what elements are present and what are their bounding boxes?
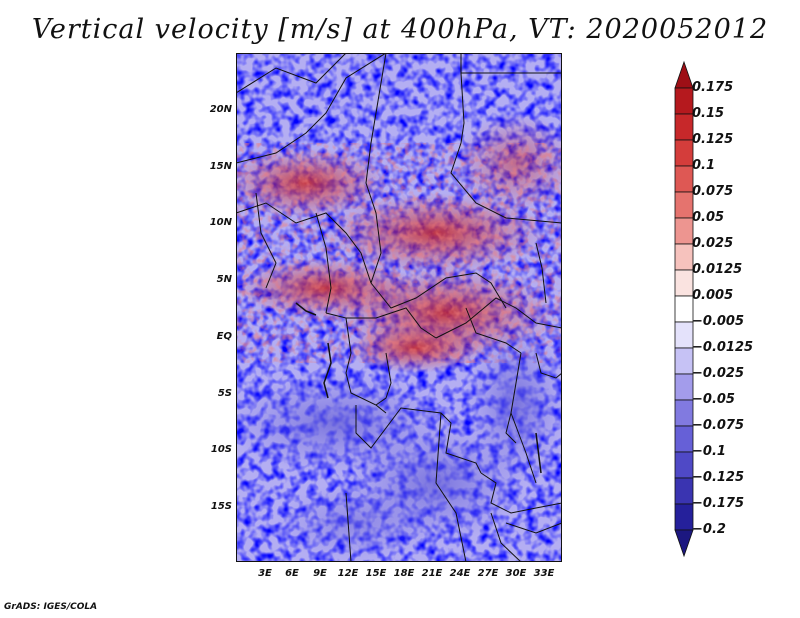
- lat-tick-label: 5S: [217, 388, 232, 399]
- colorbar-segment: [674, 87, 694, 115]
- colorbar-label: 0.125: [692, 132, 734, 147]
- colorbar-segment: [674, 113, 694, 141]
- colorbar-segment: [674, 139, 694, 167]
- colorbar-label: −0.075: [692, 418, 745, 433]
- lat-tick-label: 10S: [210, 444, 232, 455]
- colorbar-segment: [674, 295, 694, 323]
- colorbar-label: −0.2: [692, 522, 726, 537]
- colorbar-label: 0.005: [692, 288, 734, 303]
- colorbar-segment: [674, 347, 694, 375]
- colorbar-segment: [674, 243, 694, 271]
- country-borders: [236, 53, 562, 562]
- lat-tick-label: 15S: [210, 501, 232, 512]
- colorbar-segment: [674, 529, 694, 558]
- colorbar-segment: [674, 399, 694, 427]
- colorbar-label: 0.1: [692, 158, 716, 173]
- lon-tick-label: 30E: [505, 568, 527, 579]
- lon-tick-label: 24E: [449, 568, 471, 579]
- colorbar-segment: [674, 503, 694, 531]
- lon-tick-label: 3E: [258, 568, 272, 579]
- colorbar-segment: [674, 191, 694, 219]
- lon-tick-label: 21E: [421, 568, 443, 579]
- colorbar-segment: [674, 165, 694, 193]
- colorbar-label: 0.025: [692, 236, 734, 251]
- colorbar-segment: [674, 451, 694, 479]
- map-title: Vertical velocity [m/s] at 400hPa, VT: 2…: [31, 14, 769, 45]
- colorbar-label: 0.05: [692, 210, 725, 225]
- colorbar-segment: [674, 477, 694, 505]
- colorbar-label: 0.075: [692, 184, 734, 199]
- colorbar-segment: [674, 425, 694, 453]
- lat-tick-label: EQ: [216, 331, 232, 342]
- colorbar-label: 0.15: [692, 106, 725, 121]
- lon-tick-label: 12E: [337, 568, 359, 579]
- lon-tick-label: 18E: [393, 568, 415, 579]
- lon-tick-label: 15E: [365, 568, 387, 579]
- colorbar-segments: [674, 60, 694, 558]
- colorbar-label: −0.125: [692, 470, 745, 485]
- colorbar-segment: [674, 373, 694, 401]
- field-layer: [236, 53, 562, 562]
- grads-credit: GrADS: IGES/COLA: [4, 602, 98, 612]
- colorbar-segment: [674, 217, 694, 245]
- lon-tick-label: 9E: [313, 568, 327, 579]
- lat-tick-label: 10N: [209, 217, 232, 228]
- lat-tick-label: 5N: [216, 274, 232, 285]
- colorbar-label: −0.05: [692, 392, 735, 407]
- colorbar-label: −0.005: [692, 314, 745, 329]
- colorbar-label: −0.1: [692, 444, 726, 459]
- colorbar: [674, 60, 694, 558]
- lat-tick-label: 15N: [209, 161, 232, 172]
- colorbar-label: 0.175: [692, 80, 734, 95]
- lon-tick-label: 27E: [477, 568, 499, 579]
- colorbar-segment: [674, 60, 694, 89]
- colorbar-label: −0.025: [692, 366, 745, 381]
- lon-tick-label: 33E: [533, 568, 555, 579]
- colorbar-label: 0.0125: [692, 262, 743, 277]
- colorbar-label: −0.0125: [692, 340, 754, 355]
- lat-tick-label: 20N: [209, 104, 232, 115]
- colorbar-label: −0.175: [692, 496, 745, 511]
- colorbar-segment: [674, 321, 694, 349]
- colorbar-segment: [674, 269, 694, 297]
- map-plot: [236, 53, 562, 562]
- lon-tick-label: 6E: [285, 568, 299, 579]
